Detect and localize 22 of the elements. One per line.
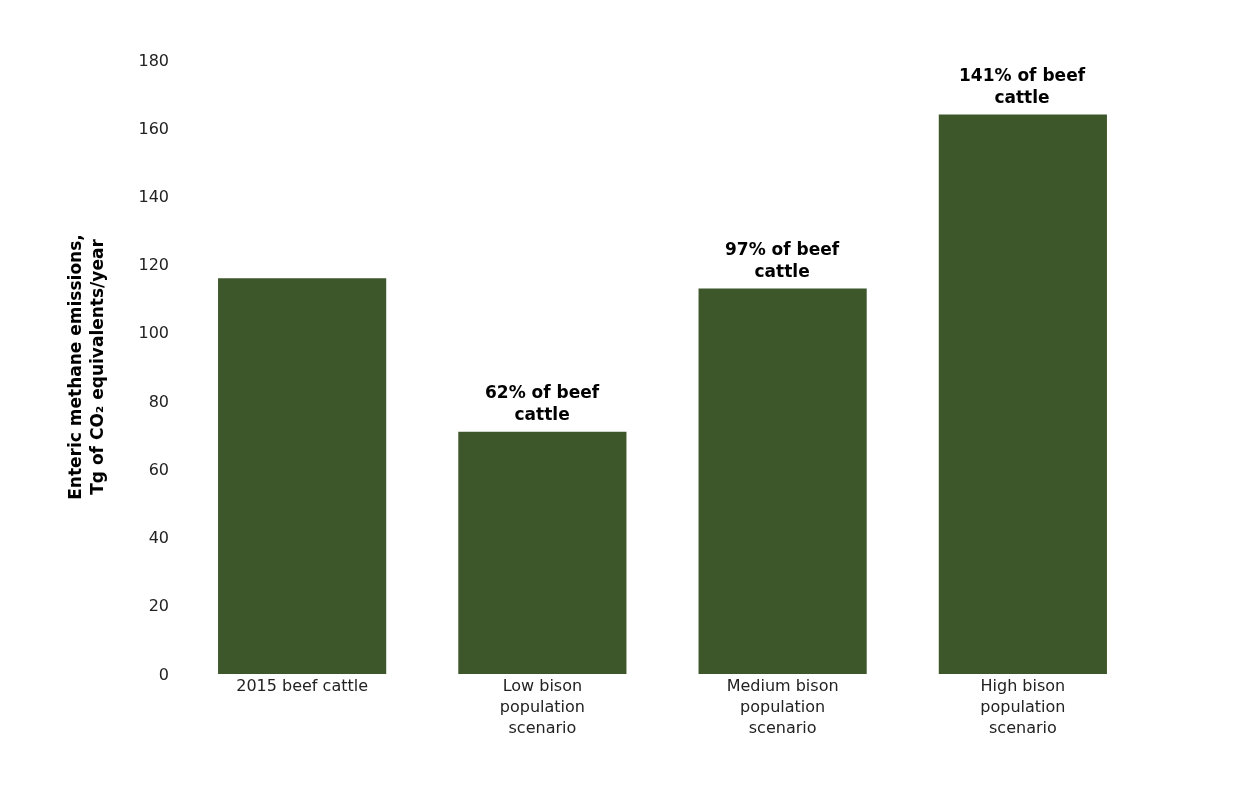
annotation: 62% of beef cattle — [485, 382, 600, 425]
annotation: 97% of beef cattle — [725, 239, 840, 282]
x-tick-label: Medium bison population scenario — [726, 676, 839, 737]
x-tick-label: 2015 beef cattle — [236, 676, 369, 695]
y-tick-label: 20 — [148, 596, 169, 616]
y-tick-label: 40 — [148, 528, 169, 548]
y-tick-label: 120 — [138, 255, 169, 275]
bar — [458, 431, 627, 674]
annotation: 141% of beef cattle — [959, 65, 1086, 108]
bar — [218, 278, 387, 674]
bar — [698, 288, 867, 674]
x-tick-label: Low bison population scenario — [499, 676, 585, 737]
y-axis-title: Enteric methane emissions, Tg of CO₂ equivalents/year — [64, 234, 107, 500]
x-tick-label: High bison population scenario — [980, 676, 1066, 737]
y-tick-label: 0 — [158, 664, 169, 684]
y-tick-label: 80 — [148, 391, 169, 411]
y-tick-label: 60 — [148, 459, 169, 479]
y-tick-label: 140 — [138, 187, 169, 207]
y-tick-label: 100 — [138, 323, 169, 343]
y-tick-label: 180 — [138, 50, 169, 70]
y-tick-label: 160 — [138, 118, 169, 138]
bar — [938, 114, 1107, 674]
